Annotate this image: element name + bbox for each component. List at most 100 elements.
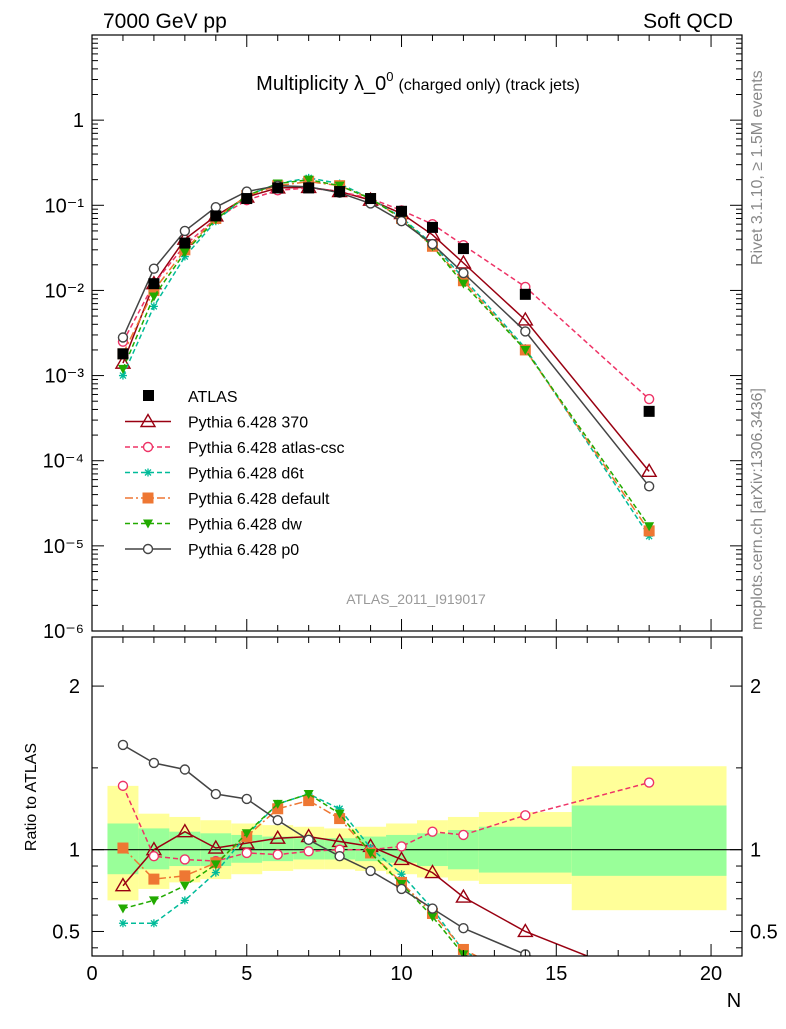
ratio-point <box>457 943 469 955</box>
ratio-point <box>272 815 283 826</box>
legend-label: Pythia 6.428 370 <box>188 415 308 432</box>
series-line <box>122 187 650 400</box>
series-point <box>458 267 469 279</box>
data-point <box>365 193 377 205</box>
ratio-point <box>365 848 376 858</box>
legend-marker <box>143 519 153 529</box>
series-point <box>179 248 190 258</box>
ratio-point <box>211 868 220 877</box>
data-point <box>426 221 438 233</box>
ratio-series-4 <box>117 790 470 956</box>
ratio-point <box>396 841 407 852</box>
series-point <box>148 292 159 302</box>
ratio-point <box>334 809 345 819</box>
legend-label: Pythia 6.428 dw <box>188 517 302 534</box>
data-point <box>334 186 346 198</box>
ratio-tick-label: 1 <box>69 840 80 862</box>
ratio-point <box>118 919 127 928</box>
ratio-frame: 0.5 0.51 12 20 5 10 15 20 <box>52 636 778 985</box>
data-point <box>241 193 253 205</box>
y-tick-label: 10⁻¹ <box>45 195 85 217</box>
x-axis-label: N <box>727 990 741 1012</box>
series-point <box>458 279 469 289</box>
y-tick-label: 10⁻⁴ <box>43 451 84 473</box>
ratio-point <box>272 799 283 809</box>
data-point <box>179 237 191 249</box>
data-point <box>272 182 284 194</box>
analysis-label: ATLAS_2011_I919017 <box>346 591 486 607</box>
ratio-point <box>458 829 469 841</box>
ratio-point <box>241 847 252 859</box>
data-point <box>457 243 469 255</box>
y-tick-label: 10⁻² <box>45 280 85 302</box>
ratio-point <box>303 795 315 807</box>
x-tick-label: 20 <box>700 963 722 985</box>
ratio-point <box>117 904 128 914</box>
ratio-point <box>148 757 160 769</box>
ratio-tick-label: 2 <box>69 676 80 698</box>
series-point <box>520 326 531 337</box>
ratio-point <box>520 810 531 821</box>
main-plot-area <box>114 173 658 541</box>
series-point <box>303 175 314 185</box>
ratio-point <box>148 873 160 885</box>
series-0 <box>114 179 658 478</box>
series-point <box>427 238 438 250</box>
y-tick-label: 10⁻³ <box>45 366 85 388</box>
ratio-point <box>179 764 191 775</box>
ratio-line <box>122 793 470 956</box>
y-tick-label: 1 <box>73 110 84 132</box>
ratio-axis-label: Ratio to ATLAS <box>23 743 40 851</box>
legend-label: Pythia 6.428 atlas-csc <box>188 440 345 457</box>
legend-marker <box>139 413 157 428</box>
ratio-point <box>241 793 252 805</box>
ratio-point <box>365 865 376 877</box>
series-point <box>118 371 127 380</box>
ratio-point <box>179 870 191 882</box>
ratio-point <box>241 829 252 839</box>
ratio-point <box>458 922 469 934</box>
legend-marker <box>144 468 152 477</box>
x-tick-label: 0 <box>86 963 97 985</box>
series-point <box>179 225 191 237</box>
ratio-point <box>335 804 344 813</box>
ratio-point <box>393 851 410 866</box>
ratio-tick-label-right: 2 <box>750 676 761 698</box>
main-axes-box <box>91 34 743 632</box>
ratio-point <box>117 842 129 854</box>
series-point <box>148 263 160 274</box>
legend-marker <box>142 543 154 555</box>
ratio-axes-box <box>91 636 743 957</box>
ratio-point <box>114 877 132 892</box>
ratio-point <box>455 888 472 903</box>
ratio-point <box>180 896 189 905</box>
y-tick-label: 10⁻⁶ <box>43 621 84 643</box>
ratio-point <box>117 780 129 792</box>
legend: ATLAS Pythia 6.428 370 Pythia 6.428 atlas-… <box>125 389 345 559</box>
ratio-point <box>117 739 129 751</box>
ratio-point <box>179 881 190 891</box>
energy-label: 7000 GeV pp <box>103 10 227 33</box>
ratio-point <box>148 851 160 862</box>
data-point <box>396 205 408 217</box>
ratio-point <box>210 860 221 870</box>
ratio-tick-label-right: 0.5 <box>750 921 778 943</box>
legend-marker <box>143 390 154 401</box>
inner-band <box>571 805 727 876</box>
series-1 <box>117 182 655 405</box>
ratio-point <box>643 777 655 788</box>
ratio-point <box>334 851 345 862</box>
ratio-point <box>149 919 158 928</box>
data-point <box>519 288 531 300</box>
data-point <box>643 405 655 417</box>
ratio-point <box>303 846 314 857</box>
ratio-plot-area <box>114 739 655 956</box>
ratio-point <box>427 912 438 922</box>
ratio-line <box>122 781 650 862</box>
x-tick-label: 5 <box>241 963 252 985</box>
ratio-point <box>269 829 286 844</box>
series-point <box>117 332 129 343</box>
legend-marker <box>142 441 154 453</box>
series-line <box>122 177 650 537</box>
